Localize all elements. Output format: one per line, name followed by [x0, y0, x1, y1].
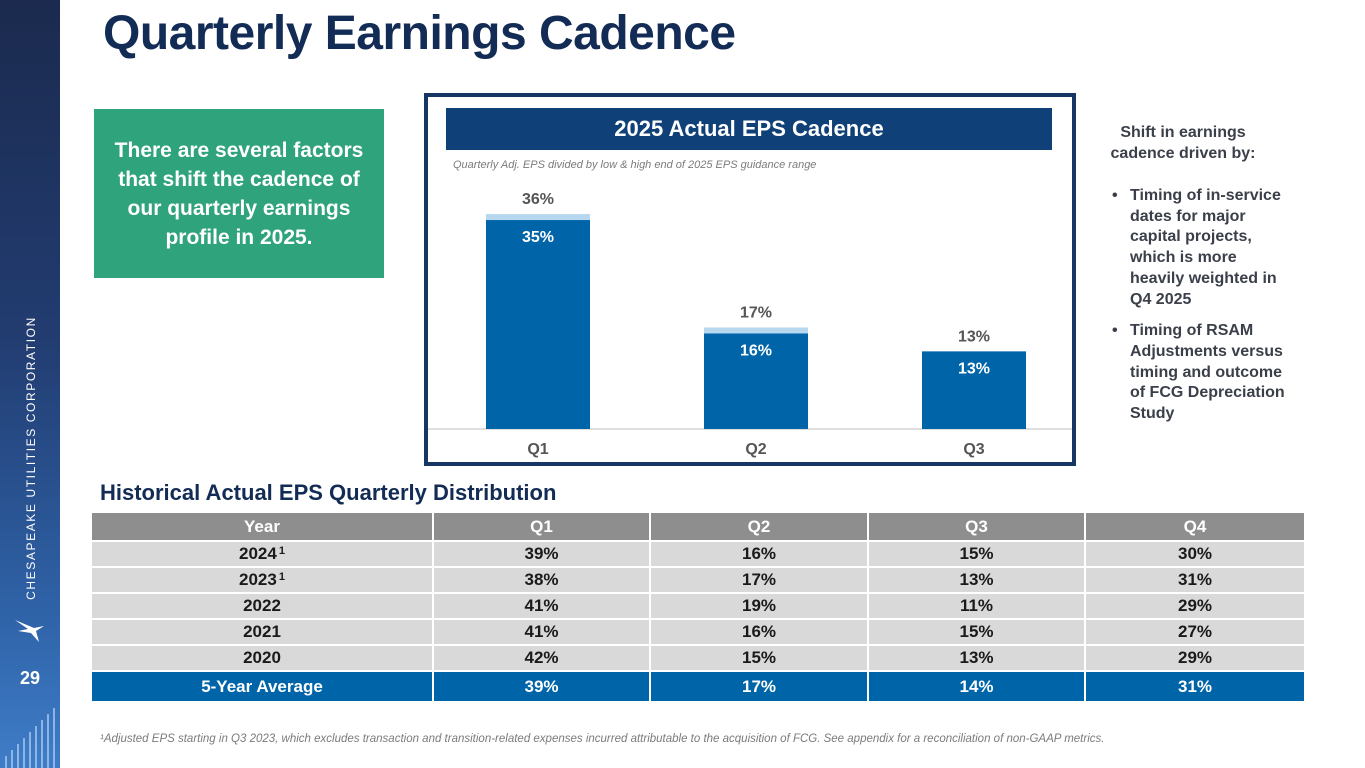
chart-subtitle: Quarterly Adj. EPS divided by low & high…: [453, 159, 817, 171]
cell-q4: 30%: [1084, 540, 1306, 568]
cell-q2: 16%: [649, 618, 869, 646]
footnote: ¹Adjusted EPS starting in Q3 2023, which…: [100, 733, 1105, 745]
cell-q4: 29%: [1084, 592, 1306, 620]
cell-q3: 11%: [867, 592, 1086, 620]
cell-year: 2022: [90, 592, 434, 620]
cell-q4: 31%: [1084, 566, 1306, 594]
footnote-marker: 1: [278, 545, 285, 557]
eps-cadence-chart: 2025 Actual EPS Cadence Quarterly Adj. E…: [424, 93, 1076, 466]
decorative-bars-icon: [5, 708, 55, 768]
cell-q3: 15%: [867, 618, 1086, 646]
sidebar-heading: Shift in earnings cadence driven by:: [1110, 124, 1256, 162]
cell-q1: 42%: [432, 644, 651, 672]
data-label-high: 36%: [522, 191, 554, 208]
cell-q3: 13%: [867, 566, 1086, 594]
cell-q4: 31%: [1084, 670, 1306, 703]
bullet-icon: •: [1112, 322, 1118, 340]
sidebar-bullet: • Timing of RSAM Adjustments versus timin…: [1112, 321, 1292, 425]
table-row: 2020 42% 15% 13% 29%: [90, 644, 1306, 672]
cell-q2: 17%: [649, 566, 869, 594]
cell-q2: 19%: [649, 592, 869, 620]
cell-q2: 17%: [649, 670, 869, 703]
brand-rail: CHESAPEAKE UTILITIES CORPORATION 29: [0, 0, 60, 768]
data-label-high: 17%: [740, 305, 772, 322]
cell-q3: 14%: [867, 670, 1086, 703]
bar-low-Q2: [704, 333, 808, 429]
data-label-low: 16%: [740, 342, 772, 359]
header-year: Year: [90, 511, 434, 542]
bar-low-Q3: [922, 351, 1026, 429]
cell-q3: 15%: [867, 540, 1086, 568]
average-row: 5-Year Average 39% 17% 14% 31%: [90, 670, 1306, 703]
cell-q2: 16%: [649, 540, 869, 568]
callout-text: There are several factors that shift the…: [114, 138, 364, 249]
company-name: CHESAPEAKE UTILITIES CORPORATION: [24, 316, 38, 600]
eps-distribution-table: Year Q1 Q2 Q3 Q4 2024 1 39% 16% 15% 30% 2…: [90, 511, 1306, 703]
header-q3: Q3: [867, 511, 1086, 542]
cell-q1: 39%: [432, 540, 651, 568]
footnote-marker: 1: [278, 571, 285, 583]
table-row: 2023 1 38% 17% 13% 31%: [90, 566, 1306, 594]
bullet-text: Timing of RSAM Adjustments versus timing…: [1130, 322, 1285, 423]
data-label-low: 13%: [958, 360, 990, 377]
cell-year: 2024 1: [90, 540, 434, 568]
bullet-icon: •: [1112, 187, 1118, 204]
cell-q4: 29%: [1084, 644, 1306, 672]
table-row: 2024 1 39% 16% 15% 30%: [90, 540, 1306, 568]
table-header-row: Year Q1 Q2 Q3 Q4: [90, 511, 1306, 542]
chart-title: 2025 Actual EPS Cadence: [446, 108, 1052, 150]
cell-q1: 41%: [432, 618, 651, 646]
header-q2: Q2: [649, 511, 869, 542]
x-tick-label: Q1: [527, 441, 548, 458]
x-tick-label: Q3: [963, 441, 984, 458]
cell-year: 2021: [90, 618, 434, 646]
bar-low-Q1: [486, 220, 590, 429]
bullet-text: Timing of in-service dates for major cap…: [1130, 187, 1281, 308]
table-title: Historical Actual EPS Quarterly Distribu…: [100, 480, 557, 505]
company-logo-icon: [15, 620, 44, 642]
sidebar-bullet: • Timing of in-service dates for major ca…: [1112, 186, 1292, 310]
chart-plot: 35% 36% Q1 16% 17% Q2 13% 13% Q3: [428, 191, 1072, 458]
callout-box: There are several factors that shift the…: [94, 109, 384, 278]
cell-q1: 38%: [432, 566, 651, 594]
page-title: Quarterly Earnings Cadence: [103, 7, 736, 60]
sidebar-bullet-list: • Timing of in-service dates for major ca…: [1112, 186, 1292, 436]
header-q4: Q4: [1084, 511, 1306, 542]
data-label-high: 13%: [958, 328, 990, 345]
cell-average-label: 5-Year Average: [90, 670, 434, 703]
cell-q2: 15%: [649, 644, 869, 672]
cell-year: 2023 1: [90, 566, 434, 594]
cell-q3: 13%: [867, 644, 1086, 672]
cell-q1: 39%: [432, 670, 651, 703]
header-q1: Q1: [432, 511, 651, 542]
cell-q4: 27%: [1084, 618, 1306, 646]
cell-year: 2020: [90, 644, 434, 672]
x-tick-label: Q2: [745, 441, 766, 458]
table-row: 2021 41% 16% 15% 27%: [90, 618, 1306, 646]
data-label-low: 35%: [522, 229, 554, 246]
table-row: 2022 41% 19% 11% 29%: [90, 592, 1306, 620]
cell-q1: 41%: [432, 592, 651, 620]
page-number: 29: [19, 668, 41, 688]
